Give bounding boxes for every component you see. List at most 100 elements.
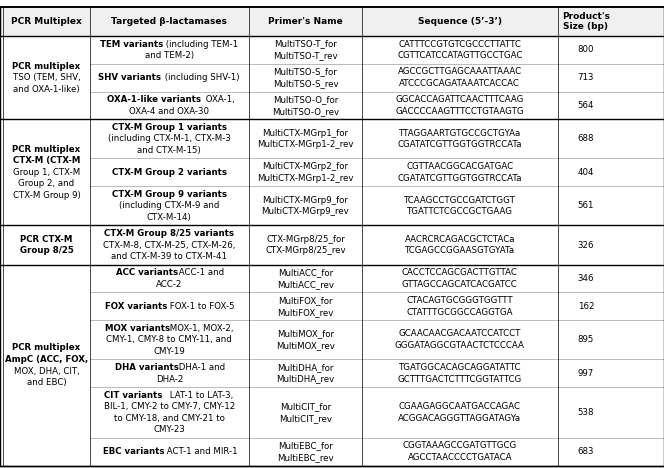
Text: MultiFOX_for: MultiFOX_for <box>278 296 333 305</box>
Text: GCAACAACGACAATCCATCCT: GCAACAACGACAATCCATCCT <box>398 329 521 338</box>
Text: Product's
Size (bp): Product's Size (bp) <box>562 12 610 31</box>
Text: DHA-1 and: DHA-1 and <box>176 363 225 372</box>
Text: CMY-19: CMY-19 <box>153 347 185 356</box>
Text: and TEM-2): and TEM-2) <box>145 51 194 60</box>
Text: 800: 800 <box>578 45 594 54</box>
Text: MultiTSO-O_rev: MultiTSO-O_rev <box>272 107 339 116</box>
Text: GTTAGCCAGCATCACGATCC: GTTAGCCAGCATCACGATCC <box>402 280 518 289</box>
Text: MultiTSO-S_for: MultiTSO-S_for <box>274 67 337 76</box>
Text: MultiCTX-MGrp9_for: MultiCTX-MGrp9_for <box>262 196 349 205</box>
Text: and OXA-1-like): and OXA-1-like) <box>13 85 80 94</box>
Text: 713: 713 <box>578 73 594 82</box>
Text: 561: 561 <box>578 201 594 210</box>
Text: MOX-1, MOX-2,: MOX-1, MOX-2, <box>167 324 234 333</box>
Text: GGGATAGGCGTAACTCTCCCAA: GGGATAGGCGTAACTCTCCCAA <box>395 341 525 350</box>
Text: CGTTCATCCATAGTTGCCTGAC: CGTTCATCCATAGTTGCCTGAC <box>397 51 523 60</box>
Text: ACC-1 and: ACC-1 and <box>176 268 224 277</box>
Text: CTX-M Group 1 variants: CTX-M Group 1 variants <box>112 123 227 132</box>
Text: TTAGGAARTGTGCCGCTGYAa: TTAGGAARTGTGCCGCTGYAa <box>398 129 521 138</box>
Text: MOX variants: MOX variants <box>106 324 171 333</box>
Text: CTX-M-8, CTX-M-25, CTX-M-26,: CTX-M-8, CTX-M-25, CTX-M-26, <box>103 241 236 249</box>
Text: CMY-1, CMY-8 to CMY-11, and: CMY-1, CMY-8 to CMY-11, and <box>106 335 232 344</box>
Text: to CMY-18, and CMY-21 to: to CMY-18, and CMY-21 to <box>114 414 224 423</box>
Text: MultiCIT_rev: MultiCIT_rev <box>279 414 332 423</box>
Text: ATCCCGCAGATAAATCACCAC: ATCCCGCAGATAAATCACCAC <box>399 79 521 88</box>
Text: GACCCCAAGTTTCCTGTAAGTG: GACCCCAAGTTTCCTGTAAGTG <box>396 107 524 116</box>
Text: ACC-2: ACC-2 <box>156 280 183 289</box>
Text: MultiCTX-MGrp2_for: MultiCTX-MGrp2_for <box>262 162 349 171</box>
Text: MultiTSO-T_for: MultiTSO-T_for <box>274 40 337 49</box>
Text: TEM variants: TEM variants <box>100 40 163 49</box>
Text: OXA-4 and OXA-30: OXA-4 and OXA-30 <box>129 107 209 116</box>
Text: and EBC): and EBC) <box>27 378 66 387</box>
Text: CIT variants: CIT variants <box>104 391 163 400</box>
Text: 346: 346 <box>578 274 594 283</box>
Text: CTX-MGrp8/25_rev: CTX-MGrp8/25_rev <box>265 247 346 256</box>
Text: EBC variants: EBC variants <box>103 447 164 456</box>
Text: MultiDHA_for: MultiDHA_for <box>278 363 333 372</box>
Text: PCR multiplex: PCR multiplex <box>13 343 80 352</box>
Text: MultiCIT_for: MultiCIT_for <box>280 402 331 411</box>
Text: MultiCTX-MGrp1-2_rev: MultiCTX-MGrp1-2_rev <box>257 174 354 183</box>
Text: CTX-M (CTX-M: CTX-M (CTX-M <box>13 156 80 165</box>
Text: and CTX-M-15): and CTX-M-15) <box>137 146 201 155</box>
Text: 683: 683 <box>578 447 594 456</box>
Text: CMY-23: CMY-23 <box>153 425 185 434</box>
Text: MultiEBC_for: MultiEBC_for <box>278 441 333 451</box>
Text: BIL-1, CMY-2 to CMY-7, CMY-12: BIL-1, CMY-2 to CMY-7, CMY-12 <box>104 402 235 411</box>
Text: CTX-M Group 8/25 variants: CTX-M Group 8/25 variants <box>104 229 234 238</box>
Text: AGCCGCTTGAGCAAATTAAAC: AGCCGCTTGAGCAAATTAAAC <box>398 67 522 76</box>
Text: CTX-M Group 9 variants: CTX-M Group 9 variants <box>112 190 227 199</box>
Text: 895: 895 <box>578 335 594 344</box>
Text: ACC variants: ACC variants <box>116 268 178 277</box>
Text: CTX-M Group 2 variants: CTX-M Group 2 variants <box>112 168 227 177</box>
Text: CTX-MGrp8/25_for: CTX-MGrp8/25_for <box>266 235 345 244</box>
Text: MultiCTX-MGrp1_for: MultiCTX-MGrp1_for <box>262 129 349 138</box>
Text: MultiACC_for: MultiACC_for <box>278 268 333 277</box>
Text: MultiACC_rev: MultiACC_rev <box>277 280 334 289</box>
Text: SHV variants: SHV variants <box>98 73 161 82</box>
Text: CTATTTGCGGCCAGGTGA: CTATTTGCGGCCAGGTGA <box>406 307 513 317</box>
Text: PCR CTX-M: PCR CTX-M <box>21 235 72 244</box>
Text: MultiMOX_for: MultiMOX_for <box>277 329 334 338</box>
Text: DHA-2: DHA-2 <box>155 374 183 384</box>
Text: 326: 326 <box>578 241 594 249</box>
Text: OXA-1,: OXA-1, <box>203 95 234 104</box>
Text: TGATGGCACAGCAGGATATTC: TGATGGCACAGCAGGATATTC <box>398 363 521 372</box>
Text: ACT-1 and MIR-1: ACT-1 and MIR-1 <box>163 447 237 456</box>
Text: CTX-M Group 9): CTX-M Group 9) <box>13 191 80 200</box>
Text: 538: 538 <box>578 408 594 417</box>
Bar <box>0 7 664 36</box>
Text: MultiFOX_rev: MultiFOX_rev <box>278 307 333 317</box>
Text: Primer's Name: Primer's Name <box>268 17 343 26</box>
Text: 404: 404 <box>578 168 594 177</box>
Text: 997: 997 <box>578 369 594 378</box>
Text: 688: 688 <box>578 134 594 143</box>
Text: CGATATCGTTGGTGGTRCCATa: CGATATCGTTGGTGGTRCCATa <box>398 140 522 149</box>
Text: MultiTSO-O_for: MultiTSO-O_for <box>273 95 338 104</box>
Text: TCAAGCCTGCCGATCTGGT: TCAAGCCTGCCGATCTGGT <box>404 196 516 205</box>
Text: MultiEBC_rev: MultiEBC_rev <box>277 453 334 462</box>
Text: FOX variants: FOX variants <box>104 302 167 311</box>
Text: MultiMOX_rev: MultiMOX_rev <box>276 341 335 350</box>
Text: 564: 564 <box>578 101 594 110</box>
Text: CTACAGTGCGGGTGGTTT: CTACAGTGCGGGTGGTTT <box>406 296 513 305</box>
Text: CACCTCCAGCGACTTGTTAC: CACCTCCAGCGACTTGTTAC <box>402 268 518 277</box>
Text: MultiTSO-T_rev: MultiTSO-T_rev <box>273 51 338 60</box>
Text: MultiDHA_rev: MultiDHA_rev <box>276 374 335 384</box>
Text: Group 8/25: Group 8/25 <box>20 247 73 256</box>
Text: Group 2, and: Group 2, and <box>19 180 74 189</box>
Text: FOX-1 to FOX-5: FOX-1 to FOX-5 <box>167 302 234 311</box>
Text: CGGTAAAGCCGATGTTGCG: CGGTAAAGCCGATGTTGCG <box>402 441 517 451</box>
Text: PCR multiplex: PCR multiplex <box>13 61 80 71</box>
Text: TSO (TEM, SHV,: TSO (TEM, SHV, <box>13 73 80 82</box>
Text: MultiTSO-S_rev: MultiTSO-S_rev <box>273 79 338 88</box>
Text: Targeted β-lactamases: Targeted β-lactamases <box>112 17 227 26</box>
Text: GGCACCAGATTCAACTTTCAAG: GGCACCAGATTCAACTTTCAAG <box>396 95 524 104</box>
Text: AmpC (ACC, FOX,: AmpC (ACC, FOX, <box>5 355 88 364</box>
Text: Sequence (5’-3’): Sequence (5’-3’) <box>418 17 502 26</box>
Text: (including CTX-M-9 and: (including CTX-M-9 and <box>119 201 220 210</box>
Text: (including CTX-M-1, CTX-M-3: (including CTX-M-1, CTX-M-3 <box>108 134 231 143</box>
Text: CATTTCCGTGTCGCCCTTATTC: CATTTCCGTGTCGCCCTTATTC <box>398 40 521 49</box>
Text: CGAAGAGGCAATGACCAGAC: CGAAGAGGCAATGACCAGAC <box>399 402 521 411</box>
